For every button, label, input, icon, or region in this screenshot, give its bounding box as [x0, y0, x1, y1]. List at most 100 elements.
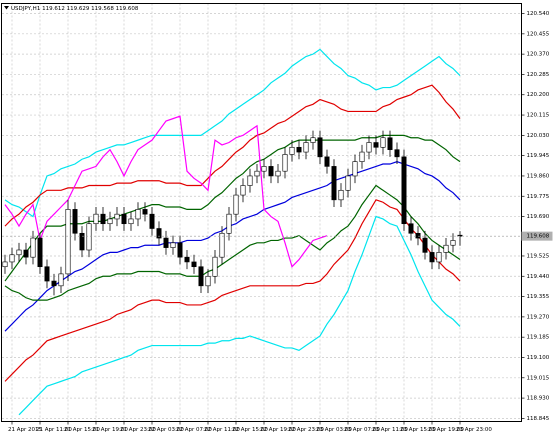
candle-body [142, 209, 148, 215]
candle-body [226, 213, 232, 234]
y-tick-label: 120.285 [527, 72, 550, 78]
candle-body [86, 223, 92, 251]
x-tick-label: 22 Apr 15:00 [232, 427, 268, 433]
candle-body [331, 166, 337, 201]
indicator-line [4, 48, 461, 218]
candle-body [72, 209, 78, 234]
axes: 120.540 120.455 120.370 120.285 120.200 120.1… [8, 11, 553, 433]
x-tick-label: 23 Apr 19:00 [428, 427, 464, 433]
candle-body [282, 154, 288, 172]
y-tick-label: 119.525 [527, 253, 550, 259]
y-tick-label: 120.540 [527, 11, 550, 17]
candle-body [93, 213, 99, 225]
candle-body [415, 232, 421, 239]
y-tick-label: 120.115 [527, 113, 550, 119]
chart-menu-icon [4, 6, 9, 10]
open-value: 119.612 [42, 6, 65, 12]
candle-body [443, 244, 449, 253]
y-tick-label: 120.455 [527, 31, 550, 37]
symbol: USDJPY,H1 [11, 6, 40, 12]
x-tick-label: 21 Apr 15:00 [64, 427, 100, 433]
y-tick-label: 118.845 [527, 416, 550, 422]
x-tick-label: 23 Apr 23:00 [456, 427, 492, 433]
indicator-line [4, 84, 461, 227]
candle-body [366, 142, 372, 153]
candle-body [177, 242, 183, 258]
candle-body [240, 185, 246, 196]
indicator-line [4, 115, 328, 268]
indicator-line [4, 134, 461, 282]
indicator-line [4, 199, 461, 382]
indicator-line [18, 215, 461, 416]
y-tick-label: 119.355 [527, 294, 550, 300]
candle-body [128, 218, 134, 225]
x-tick-label: 22 Apr 03:00 [148, 427, 184, 433]
candle-body [387, 137, 393, 150]
y-tick-label: 119.015 [527, 375, 550, 381]
x-tick-label: 22 Apr 11:00 [204, 427, 240, 433]
candle-body [156, 228, 162, 239]
x-tick-label: 21 Apr 23:00 [120, 427, 156, 433]
y-tick-label: 120.200 [527, 92, 550, 98]
high-value: 119.629 [67, 6, 90, 12]
candle-body [359, 151, 365, 162]
candle-body [401, 156, 407, 225]
candle-body [121, 213, 127, 225]
candle-body [205, 275, 211, 287]
candle-body [219, 232, 225, 258]
candle-body [135, 209, 141, 220]
candle-body [58, 273, 64, 287]
y-tick-label: 119.185 [527, 335, 550, 341]
price-box [521, 231, 553, 241]
candle-body [184, 256, 190, 263]
candle-body [198, 266, 204, 287]
x-tick-label: 23 Apr 07:00 [344, 427, 380, 433]
candle-body [23, 249, 29, 258]
candle-body [247, 175, 253, 186]
candle-body [30, 237, 36, 258]
candle-body [317, 137, 323, 158]
y-tick-label: 119.945 [527, 153, 550, 159]
candle-body [422, 237, 428, 253]
candle-body [261, 166, 267, 172]
indicator-line [4, 184, 461, 301]
candle-body [275, 170, 281, 177]
x-tick-label: 21 Apr 19:00 [92, 427, 128, 433]
candle-body [170, 242, 176, 248]
candle-body [324, 156, 330, 167]
candle-body [345, 175, 351, 191]
candle-body [163, 237, 169, 248]
candle-body [254, 170, 260, 177]
price-label: 119.608 [527, 234, 550, 240]
candle-body [44, 266, 50, 282]
candle-body [303, 142, 309, 153]
x-tick-label: 22 Apr 19:00 [260, 427, 296, 433]
y-tick-label: 119.690 [527, 214, 550, 220]
candle-body [51, 280, 57, 287]
y-tick-label: 119.100 [527, 355, 550, 361]
x-tick-label: 23 Apr 03:00 [316, 427, 352, 433]
candle-body [9, 254, 15, 263]
candle-body [2, 261, 8, 268]
candles [2, 130, 522, 296]
x-tick-label: 21 Apr 2015 [8, 427, 43, 433]
candle-body [373, 142, 379, 148]
indicator-line [4, 160, 461, 332]
x-tick-label: 21 Apr 11:00 [36, 427, 72, 433]
candle-body [436, 252, 442, 263]
y-tick-label: 118.930 [527, 396, 550, 402]
candle-body [107, 218, 113, 225]
y-tick-label: 119.440 [527, 274, 550, 280]
x-tick-label: 23 Apr 11:00 [372, 427, 408, 433]
candle-body [450, 240, 456, 246]
candle-body [79, 232, 85, 251]
close-value: 119.608 [116, 6, 139, 12]
candle-body [338, 189, 344, 201]
candle-body [149, 213, 155, 229]
candle-body [233, 194, 239, 215]
candle-body [352, 161, 358, 177]
x-tick-label: 22 Apr 23:00 [288, 427, 324, 433]
